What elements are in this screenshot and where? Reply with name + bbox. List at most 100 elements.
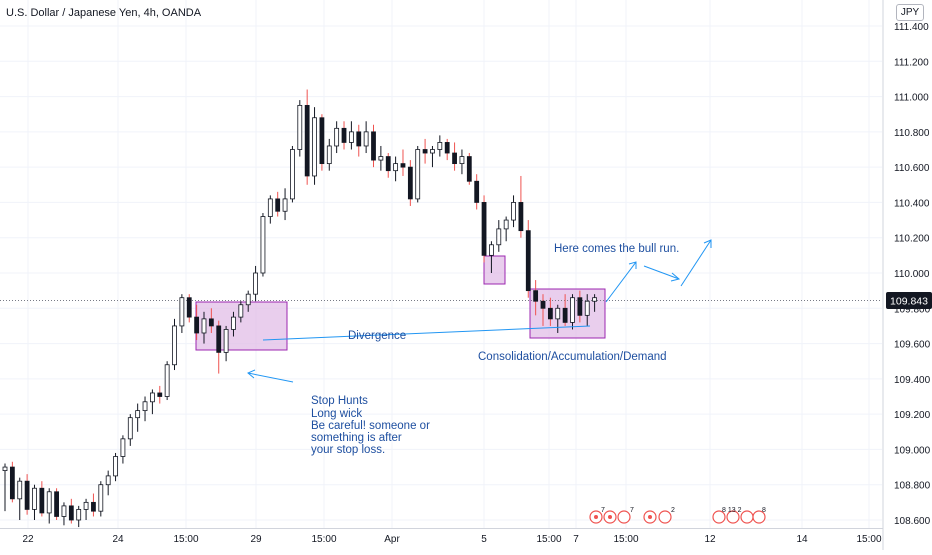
candle[interactable]: [525, 220, 531, 298]
candle[interactable]: [98, 481, 104, 517]
candle[interactable]: [407, 160, 413, 206]
candle[interactable]: [260, 213, 266, 277]
divergence-label[interactable]: Divergence: [348, 330, 406, 342]
candle[interactable]: [511, 195, 516, 228]
candle[interactable]: [120, 435, 126, 464]
candle[interactable]: [201, 311, 207, 344]
candle[interactable]: [496, 220, 502, 252]
candle[interactable]: [422, 138, 428, 164]
candle[interactable]: [503, 216, 509, 242]
candle[interactable]: [186, 294, 192, 323]
candle[interactable]: [253, 265, 258, 302]
candle[interactable]: [68, 498, 74, 524]
candle[interactable]: [54, 488, 59, 520]
candle[interactable]: [208, 308, 214, 333]
consolidation-label[interactable]: Consolidation/Accumulation/Demand: [478, 351, 667, 363]
candle[interactable]: [245, 290, 251, 312]
event-icon-group-2[interactable]: 2: [643, 507, 675, 524]
candle[interactable]: [385, 153, 391, 178]
candle[interactable]: [474, 174, 480, 210]
candle[interactable]: [533, 280, 539, 316]
candle[interactable]: [452, 142, 457, 171]
divergence-line[interactable]: [262, 325, 591, 341]
candle[interactable]: [584, 294, 590, 326]
candle[interactable]: [142, 396, 148, 422]
stop-hunt-line-3[interactable]: Be careful! someone or: [311, 420, 430, 432]
candle[interactable]: [17, 477, 23, 520]
bull-run-arrow-1[interactable]: [605, 261, 637, 303]
candle[interactable]: [547, 297, 553, 326]
stop-hunt-line-1[interactable]: Stop Hunts: [311, 395, 368, 407]
candle[interactable]: [179, 294, 185, 333]
candle[interactable]: [135, 403, 141, 432]
candle[interactable]: [194, 304, 200, 341]
stop-hunt-arrow-line[interactable]: [247, 372, 294, 383]
candle[interactable]: [518, 175, 524, 238]
candle[interactable]: [24, 474, 30, 515]
candle[interactable]: [290, 145, 295, 203]
bull-run-arrow-3[interactable]: [680, 239, 712, 287]
candle[interactable]: [223, 325, 229, 362]
candle[interactable]: [113, 452, 118, 482]
stop-hunt-line-2[interactable]: Long wick: [311, 408, 362, 420]
candle[interactable]: [415, 145, 421, 203]
candle[interactable]: [312, 107, 317, 185]
stop-hunt-line-5[interactable]: your stop loss.: [311, 444, 385, 456]
candle[interactable]: [149, 389, 155, 415]
candle[interactable]: [304, 89, 310, 185]
stop-hunt-line-4[interactable]: something is after: [311, 432, 402, 444]
candle[interactable]: [577, 290, 583, 323]
candle[interactable]: [466, 153, 472, 185]
candle[interactable]: [216, 320, 222, 374]
candle[interactable]: [2, 463, 8, 512]
candle[interactable]: [39, 481, 45, 517]
candle[interactable]: [378, 145, 384, 171]
candle[interactable]: [319, 114, 325, 171]
candle[interactable]: [275, 191, 281, 217]
event-icon-group-3[interactable]: 8 13 2 8: [712, 507, 766, 524]
candle[interactable]: [437, 135, 443, 157]
bull-run-label[interactable]: Here comes the bull run.: [554, 243, 679, 255]
candle[interactable]: [157, 385, 163, 404]
candle[interactable]: [46, 488, 52, 524]
candle[interactable]: [282, 188, 288, 221]
candle[interactable]: [444, 138, 450, 161]
candle[interactable]: [489, 241, 494, 273]
candle[interactable]: [459, 149, 465, 175]
candle[interactable]: [356, 124, 362, 157]
candle[interactable]: [592, 294, 597, 312]
candle[interactable]: [555, 304, 561, 333]
candle[interactable]: [231, 311, 236, 337]
currency-badge[interactable]: JPY: [896, 4, 924, 21]
candle[interactable]: [430, 145, 435, 168]
candle[interactable]: [393, 156, 399, 182]
candle[interactable]: [400, 149, 406, 176]
candle[interactable]: [570, 294, 575, 330]
candle[interactable]: [326, 138, 332, 171]
candle[interactable]: [371, 124, 376, 168]
candle[interactable]: [127, 414, 133, 446]
candle[interactable]: [105, 470, 111, 496]
candle[interactable]: [61, 502, 67, 526]
candle[interactable]: [481, 195, 487, 263]
bull-run-arrow-2[interactable]: [643, 265, 680, 280]
candle[interactable]: [267, 195, 273, 224]
candle[interactable]: [341, 121, 347, 150]
candle[interactable]: [348, 121, 354, 150]
candle[interactable]: [172, 318, 177, 371]
candle[interactable]: [83, 498, 89, 520]
gap-box[interactable]: [483, 255, 506, 285]
candle[interactable]: [91, 493, 96, 517]
candle[interactable]: [540, 294, 546, 326]
event-icon-group-1[interactable]: 7 7: [589, 507, 634, 524]
candle[interactable]: [297, 100, 303, 157]
candle[interactable]: [238, 301, 244, 323]
candle[interactable]: [562, 294, 568, 326]
candle[interactable]: [76, 505, 82, 528]
candle[interactable]: [164, 361, 170, 401]
candle[interactable]: [363, 121, 369, 154]
candle[interactable]: [334, 121, 340, 154]
candle[interactable]: [9, 461, 15, 503]
